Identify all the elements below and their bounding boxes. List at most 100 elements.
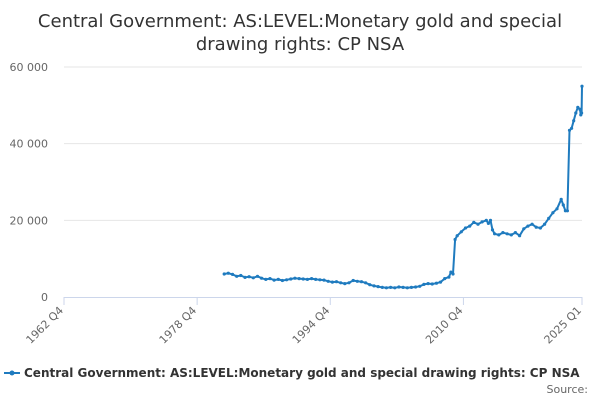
data-point[interactable] [449,270,453,274]
data-point[interactable] [239,273,243,278]
data-point[interactable] [285,278,289,282]
data-point[interactable] [368,283,372,287]
data-point[interactable] [513,231,518,235]
data-point[interactable] [355,279,359,283]
data-point[interactable] [343,282,347,286]
data-point[interactable] [572,119,576,123]
data-point[interactable] [561,203,565,207]
data-point[interactable] [570,126,574,130]
data-point[interactable] [268,277,272,281]
data-point[interactable] [414,285,418,289]
data-point[interactable] [565,209,570,213]
data-point[interactable] [534,225,538,229]
data-point[interactable] [486,221,490,225]
data-point[interactable] [538,226,543,230]
data-point[interactable] [576,105,580,109]
data-point[interactable] [359,280,364,284]
data-point[interactable] [463,226,468,230]
data-point[interactable] [384,286,388,290]
data-point[interactable] [222,272,226,276]
data-point[interactable] [426,282,430,286]
data-point[interactable] [472,220,476,224]
data-point[interactable] [389,285,393,289]
data-point[interactable] [297,277,301,281]
data-point[interactable] [276,277,280,281]
data-point[interactable] [490,228,495,232]
data-point[interactable] [547,216,551,220]
data-point[interactable] [505,232,509,236]
legend[interactable]: Central Government: AS:LEVEL:Monetary go… [4,366,580,380]
data-point[interactable] [443,277,447,281]
y-tick-label: 0 [41,291,48,304]
data-point[interactable] [434,281,438,285]
data-point[interactable] [468,224,472,228]
data-point[interactable] [334,280,339,284]
data-point[interactable] [260,276,264,280]
data-point[interactable] [272,278,276,282]
data-point[interactable] [314,277,318,281]
chart-title-line-1: Central Government: AS:LEVEL:Monetary go… [38,11,562,32]
data-point[interactable] [235,274,239,278]
data-point[interactable] [326,279,330,283]
data-point[interactable] [555,207,559,211]
data-point[interactable] [559,197,563,201]
data-point[interactable] [289,277,293,281]
data-point[interactable] [455,234,459,238]
data-point[interactable] [497,233,501,237]
data-point[interactable] [459,230,463,234]
data-point[interactable] [430,282,434,286]
data-point[interactable] [255,274,260,278]
data-point[interactable] [301,277,305,281]
data-point[interactable] [530,222,534,226]
data-point[interactable] [476,222,480,226]
data-point[interactable] [364,281,368,285]
data-point[interactable] [551,211,555,215]
data-point[interactable] [376,285,380,289]
data-point[interactable] [230,272,235,276]
data-point[interactable] [305,277,309,281]
data-point[interactable] [522,227,526,231]
data-point[interactable] [409,285,413,289]
data-point[interactable] [401,285,405,289]
data-point[interactable] [509,233,513,237]
data-point[interactable] [574,111,578,115]
data-point[interactable] [280,278,284,283]
data-point[interactable] [372,284,376,288]
data-point[interactable] [526,224,530,228]
data-point[interactable] [351,278,355,283]
data-point[interactable] [393,286,397,290]
data-point[interactable] [447,275,451,279]
data-point[interactable] [330,280,334,284]
data-point[interactable] [347,281,351,285]
data-point[interactable] [247,275,251,279]
data-point[interactable] [405,286,409,290]
data-point[interactable] [422,282,426,286]
data-point[interactable] [251,276,255,280]
data-point[interactable] [580,84,584,88]
data-point[interactable] [264,277,268,281]
data-point[interactable] [543,222,547,226]
data-point[interactable] [578,107,582,111]
data-point[interactable] [580,111,584,115]
data-point[interactable] [451,272,455,276]
data-point[interactable] [293,276,297,280]
data-point[interactable] [480,220,484,224]
data-point[interactable] [493,232,497,236]
data-point[interactable] [488,218,493,222]
data-point[interactable] [567,128,572,132]
data-point[interactable] [243,275,247,279]
data-point[interactable] [226,271,230,275]
data-point[interactable] [418,284,422,288]
data-point[interactable] [310,277,314,281]
data-point[interactable] [438,280,443,284]
data-point[interactable] [322,278,326,282]
data-point[interactable] [380,285,384,289]
data-point[interactable] [484,218,488,222]
data-point[interactable] [501,231,505,235]
y-tick-label: 40 000 [10,138,49,151]
data-point[interactable] [318,278,322,282]
data-point[interactable] [453,237,457,242]
data-point[interactable] [397,285,401,289]
data-point[interactable] [339,281,343,285]
data-point[interactable] [518,234,522,238]
